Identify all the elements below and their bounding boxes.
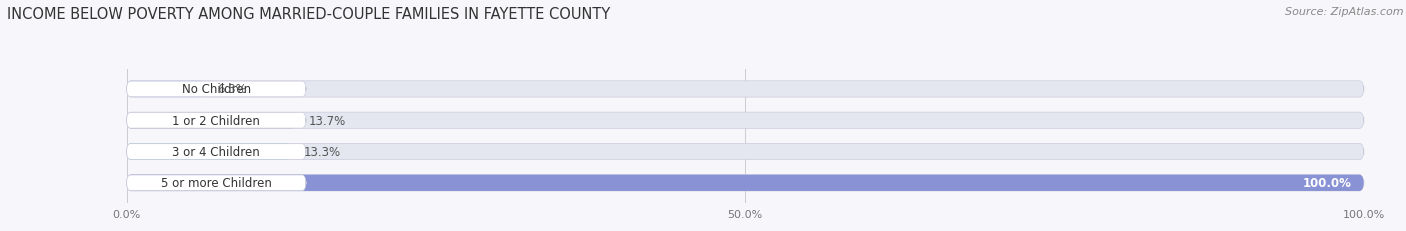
Text: 6.3%: 6.3% [217,83,246,96]
Text: 1 or 2 Children: 1 or 2 Children [173,114,260,127]
FancyBboxPatch shape [127,175,1364,191]
FancyBboxPatch shape [127,144,307,160]
FancyBboxPatch shape [127,144,1364,160]
Text: Source: ZipAtlas.com: Source: ZipAtlas.com [1285,7,1403,17]
FancyBboxPatch shape [127,82,1364,98]
Text: No Children: No Children [181,83,250,96]
Text: 100.0%: 100.0% [1302,176,1351,189]
FancyBboxPatch shape [127,82,204,98]
FancyBboxPatch shape [127,175,307,191]
FancyBboxPatch shape [127,112,1364,129]
Text: 13.7%: 13.7% [308,114,346,127]
Text: 3 or 4 Children: 3 or 4 Children [173,145,260,158]
FancyBboxPatch shape [127,82,307,97]
FancyBboxPatch shape [127,144,291,160]
Text: 5 or more Children: 5 or more Children [160,176,271,189]
FancyBboxPatch shape [127,175,1364,191]
Text: 13.3%: 13.3% [304,145,340,158]
FancyBboxPatch shape [127,112,297,129]
FancyBboxPatch shape [127,113,307,128]
Text: INCOME BELOW POVERTY AMONG MARRIED-COUPLE FAMILIES IN FAYETTE COUNTY: INCOME BELOW POVERTY AMONG MARRIED-COUPL… [7,7,610,22]
